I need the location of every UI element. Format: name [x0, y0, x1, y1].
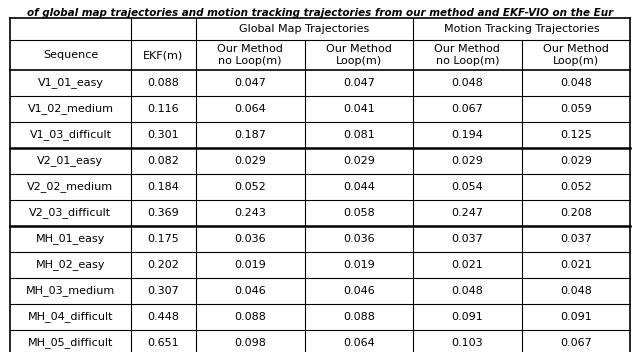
Text: 0.054: 0.054 [451, 182, 483, 192]
Text: 0.307: 0.307 [148, 286, 179, 296]
Text: V1_01_easy: V1_01_easy [38, 77, 104, 88]
Text: MH_02_easy: MH_02_easy [36, 259, 105, 270]
Text: 0.067: 0.067 [560, 338, 591, 348]
Text: Motion Tracking Trajectories: Motion Tracking Trajectories [444, 24, 599, 34]
Text: 0.052: 0.052 [560, 182, 591, 192]
Text: 0.019: 0.019 [343, 260, 374, 270]
Text: V2_03_difficult: V2_03_difficult [29, 208, 111, 219]
Text: 0.064: 0.064 [234, 104, 266, 114]
Text: 0.088: 0.088 [234, 312, 266, 322]
Text: 0.037: 0.037 [451, 234, 483, 244]
Text: Our Method
no Loop(m): Our Method no Loop(m) [218, 44, 283, 66]
Text: 0.036: 0.036 [234, 234, 266, 244]
Text: 0.082: 0.082 [147, 156, 179, 166]
Text: Sequence: Sequence [43, 50, 98, 60]
Text: 0.029: 0.029 [343, 156, 374, 166]
Text: 0.091: 0.091 [451, 312, 483, 322]
Text: 0.187: 0.187 [234, 130, 266, 140]
Text: Our Method
no Loop(m): Our Method no Loop(m) [435, 44, 500, 66]
Text: 0.064: 0.064 [343, 338, 374, 348]
Text: 0.243: 0.243 [234, 208, 266, 218]
Text: MH_03_medium: MH_03_medium [26, 285, 115, 296]
Text: 0.048: 0.048 [451, 78, 483, 88]
Text: Our Method
Loop(m): Our Method Loop(m) [326, 44, 392, 66]
Text: 0.029: 0.029 [451, 156, 483, 166]
Text: 0.369: 0.369 [148, 208, 179, 218]
Text: 0.098: 0.098 [234, 338, 266, 348]
Text: 0.048: 0.048 [560, 78, 592, 88]
Text: 0.059: 0.059 [560, 104, 591, 114]
Text: 0.651: 0.651 [148, 338, 179, 348]
Text: 0.036: 0.036 [343, 234, 374, 244]
Text: 0.052: 0.052 [234, 182, 266, 192]
Text: V1_02_medium: V1_02_medium [28, 103, 113, 114]
Text: MH_01_easy: MH_01_easy [36, 233, 105, 244]
Text: 0.029: 0.029 [234, 156, 266, 166]
Text: Our Method
Loop(m): Our Method Loop(m) [543, 44, 609, 66]
Text: of global map trajectories and motion tracking trajectories from our method and : of global map trajectories and motion tr… [27, 8, 613, 18]
Text: Global Map Trajectories: Global Map Trajectories [239, 24, 370, 34]
Text: 0.047: 0.047 [343, 78, 374, 88]
Text: V1_03_difficult: V1_03_difficult [29, 130, 111, 140]
Text: 0.047: 0.047 [234, 78, 266, 88]
Text: 0.208: 0.208 [560, 208, 592, 218]
Text: V2_01_easy: V2_01_easy [37, 156, 104, 166]
Text: V2_02_medium: V2_02_medium [28, 182, 113, 193]
Text: EKF(m): EKF(m) [143, 50, 184, 60]
Text: 0.058: 0.058 [343, 208, 374, 218]
Text: 0.125: 0.125 [560, 130, 591, 140]
Text: 0.044: 0.044 [343, 182, 374, 192]
Text: 0.184: 0.184 [147, 182, 179, 192]
Text: 0.175: 0.175 [148, 234, 179, 244]
Text: 0.048: 0.048 [451, 286, 483, 296]
Text: MH_05_difficult: MH_05_difficult [28, 338, 113, 348]
Text: MH_04_difficult: MH_04_difficult [28, 312, 113, 322]
Text: 0.067: 0.067 [451, 104, 483, 114]
Text: 0.046: 0.046 [343, 286, 374, 296]
Text: 0.021: 0.021 [451, 260, 483, 270]
Text: 0.081: 0.081 [343, 130, 374, 140]
Text: 0.448: 0.448 [147, 312, 179, 322]
Text: 0.247: 0.247 [451, 208, 483, 218]
Text: 0.116: 0.116 [148, 104, 179, 114]
Text: 0.029: 0.029 [560, 156, 592, 166]
Text: 0.202: 0.202 [147, 260, 179, 270]
Text: 0.037: 0.037 [560, 234, 591, 244]
Text: 0.194: 0.194 [451, 130, 483, 140]
Text: 0.301: 0.301 [148, 130, 179, 140]
Text: 0.021: 0.021 [560, 260, 591, 270]
Text: 0.091: 0.091 [560, 312, 591, 322]
Text: 0.046: 0.046 [234, 286, 266, 296]
Text: 0.041: 0.041 [343, 104, 374, 114]
Text: 0.088: 0.088 [343, 312, 374, 322]
Text: 0.019: 0.019 [234, 260, 266, 270]
Text: 0.088: 0.088 [147, 78, 179, 88]
Text: 0.048: 0.048 [560, 286, 592, 296]
Text: 0.103: 0.103 [451, 338, 483, 348]
